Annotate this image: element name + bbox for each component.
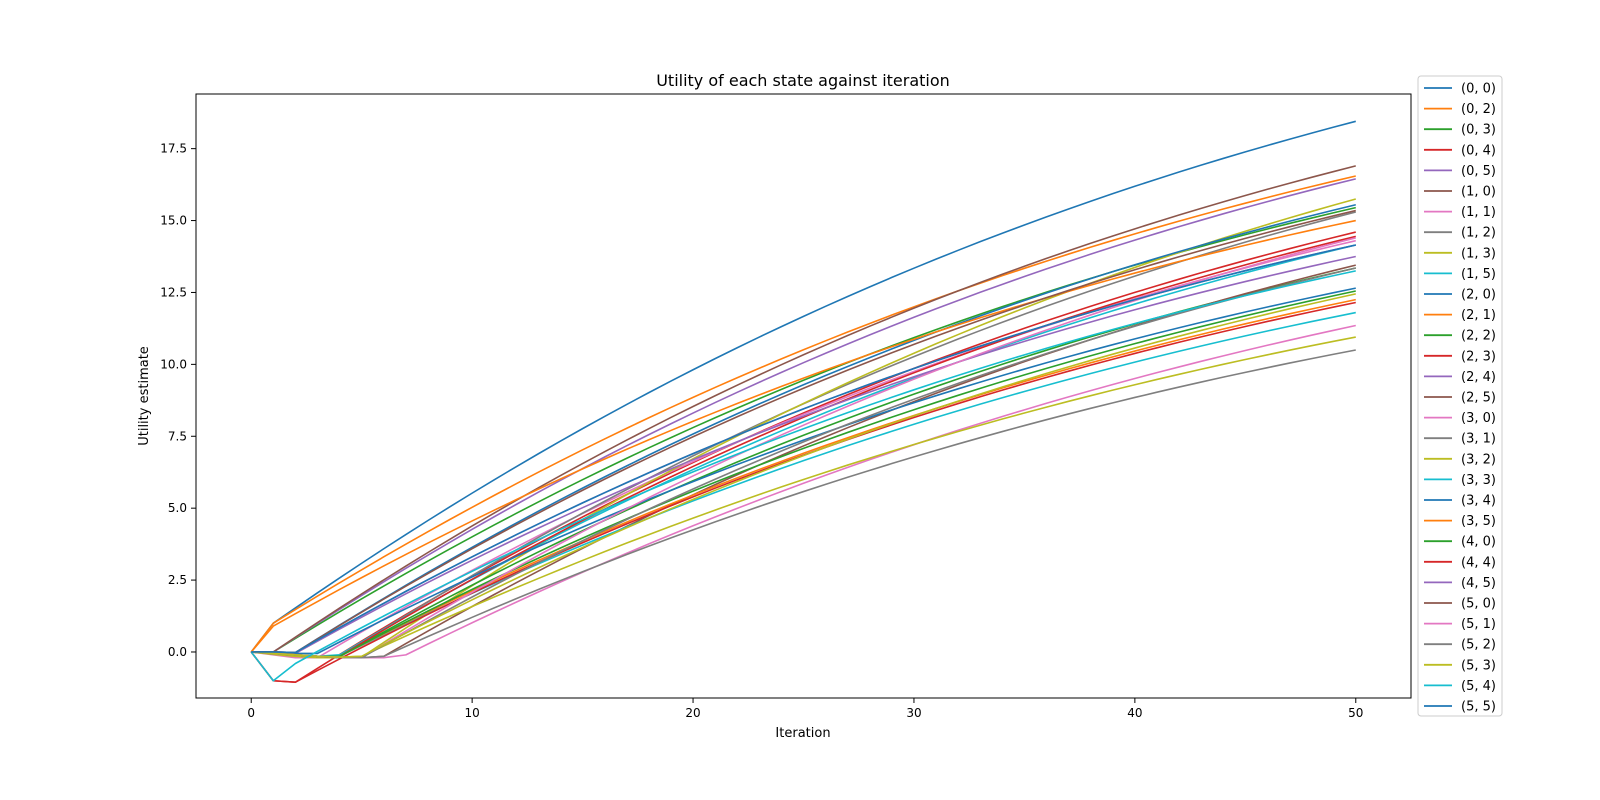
series-line-1-5 xyxy=(251,244,1356,658)
series-line-0-0 xyxy=(250,120,1356,653)
legend-label: (2, 5) xyxy=(1461,391,1496,406)
legend-label: (5, 0) xyxy=(1461,597,1496,612)
series-line-2-4 xyxy=(251,255,1356,655)
series-line-5-2 xyxy=(251,267,1356,659)
legend-label: (1, 3) xyxy=(1461,246,1496,261)
series-line-2-1 xyxy=(250,219,1356,653)
x-tick-label: 0 xyxy=(247,706,255,720)
plot-area-frame xyxy=(195,93,1412,699)
legend-label: (5, 5) xyxy=(1461,700,1496,715)
legend-label: (3, 0) xyxy=(1461,411,1496,426)
legend: (0, 0) (0, 2) (0, 3) (0, 4) (0, 5) (1, 0) (1, … xyxy=(1417,75,1503,717)
legend-label: (3, 3) xyxy=(1461,473,1496,488)
legend-label: (4, 4) xyxy=(1461,555,1496,570)
y-tick-label: 10.0 xyxy=(160,357,187,371)
y-tick-label: 17.5 xyxy=(160,142,187,156)
legend-label: (2, 0) xyxy=(1461,288,1496,303)
series-line-5-3 xyxy=(251,293,1356,658)
y-tick-label: 5.0 xyxy=(168,501,187,515)
legend-label: (3, 2) xyxy=(1461,452,1496,467)
legend-label: (1, 0) xyxy=(1461,185,1496,200)
x-tick-label: 30 xyxy=(906,706,921,720)
legend-label: (2, 2) xyxy=(1461,329,1496,344)
legend-label: (5, 2) xyxy=(1461,638,1496,653)
legend-label: (1, 1) xyxy=(1461,205,1496,220)
legend-label: (0, 4) xyxy=(1461,143,1496,158)
legend-label: (3, 4) xyxy=(1461,494,1496,509)
y-axis-label: Utility estimate xyxy=(137,346,152,446)
y-axis: 0.0 2.5 5.0 7.5 10.0 12.5 15.0 17.5 xyxy=(160,142,196,659)
x-tick-label: 40 xyxy=(1127,706,1142,720)
series-line-5-0 xyxy=(251,209,1356,654)
series-line-3-1 xyxy=(251,349,1356,659)
y-tick-label: 7.5 xyxy=(168,429,187,443)
legend-label: (3, 1) xyxy=(1461,432,1496,447)
y-tick-label: 15.0 xyxy=(160,214,187,228)
x-axis: 0 10 20 30 40 50 xyxy=(247,698,1363,720)
legend-label: (5, 4) xyxy=(1461,679,1496,694)
legend-label: (0, 0) xyxy=(1461,82,1496,97)
x-tick-label: 20 xyxy=(685,706,700,720)
series-line-3-5 xyxy=(251,298,1356,658)
series-line-3-4 xyxy=(251,287,1356,655)
legend-label: (0, 3) xyxy=(1461,123,1496,138)
y-tick-label: 2.5 xyxy=(168,573,187,587)
x-tick-label: 50 xyxy=(1348,706,1363,720)
series-line-0-5 xyxy=(251,178,1356,653)
legend-label: (1, 5) xyxy=(1461,267,1496,282)
y-tick-label: 12.5 xyxy=(160,285,187,299)
series-line-5-4 xyxy=(250,270,1356,682)
series-line-3-2 xyxy=(251,336,1356,658)
legend-label: (2, 3) xyxy=(1461,349,1496,364)
series-line-5-5 xyxy=(251,244,1356,654)
y-tick-label: 0.0 xyxy=(168,645,187,659)
series-line-3-0 xyxy=(251,324,1356,659)
series-line-2-0 xyxy=(251,203,1356,654)
series-line-1-0 xyxy=(251,165,1356,653)
chart-title: Utility of each state against iteration xyxy=(656,71,950,90)
x-tick-label: 10 xyxy=(464,706,479,720)
series-line-2-3 xyxy=(251,235,1356,658)
series-line-0-2 xyxy=(250,175,1356,653)
legend-label: (1, 2) xyxy=(1461,226,1496,241)
legend-label: (0, 5) xyxy=(1461,164,1496,179)
plot-lines xyxy=(250,120,1356,683)
legend-label: (4, 0) xyxy=(1461,535,1496,550)
legend-label: (0, 2) xyxy=(1461,102,1496,117)
legend-label: (5, 3) xyxy=(1461,658,1496,673)
legend-frame xyxy=(1417,75,1503,717)
x-axis-label: Iteration xyxy=(775,726,830,741)
legend-label: (4, 5) xyxy=(1461,576,1496,591)
legend-label: (5, 1) xyxy=(1461,617,1496,632)
legend-label: (3, 5) xyxy=(1461,514,1496,529)
legend-label: (2, 1) xyxy=(1461,308,1496,323)
legend-label: (2, 4) xyxy=(1461,370,1496,385)
series-line-4-0 xyxy=(251,290,1356,658)
